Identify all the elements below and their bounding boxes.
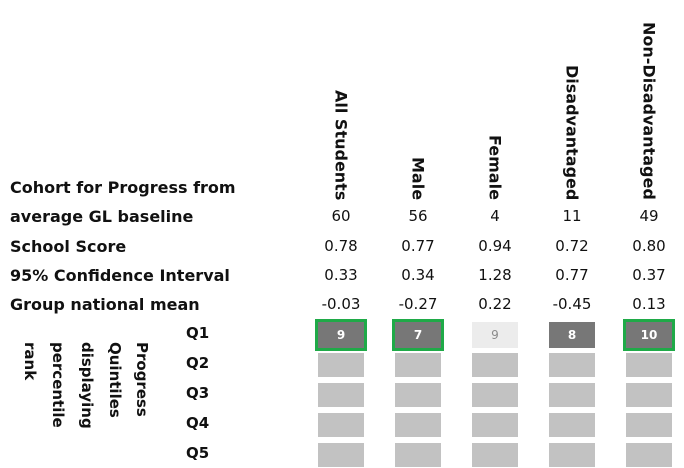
quintile-box-male-q3 — [395, 383, 441, 407]
cell-ci-nondis: 0.37 — [632, 266, 666, 284]
cell-mean-male: -0.27 — [398, 295, 438, 313]
cell-score-male: 0.77 — [401, 237, 435, 255]
column-header-label: All Students — [331, 89, 351, 200]
quintile-box-female-q3 — [472, 383, 518, 407]
quintile-label-q5: Q5 — [186, 444, 210, 462]
quintile-box-dis-q2 — [549, 353, 595, 377]
cell-ci-female: 1.28 — [478, 266, 512, 284]
cell-mean-female: 0.22 — [478, 295, 512, 313]
cell-cohort-dis: 11 — [562, 207, 582, 225]
column-header-dis: Disadvantaged — [552, 8, 592, 200]
cell-ci-male: 0.34 — [401, 266, 435, 284]
rank-box-female: 9 — [472, 322, 518, 348]
quintile-label-q1: Q1 — [186, 324, 210, 342]
cell-ci-all: 0.33 — [324, 266, 358, 284]
column-header-label: Non-Disadvantaged — [639, 22, 659, 200]
quintile-label-q4: Q4 — [186, 414, 210, 432]
row-label-national-mean: Group national mean — [10, 295, 200, 314]
rank-box-all: 9 — [315, 319, 367, 351]
cell-mean-nondis: 0.13 — [632, 295, 666, 313]
quintile-box-male-q5 — [395, 443, 441, 467]
cell-score-all: 0.78 — [324, 237, 358, 255]
column-header-male: Male — [398, 8, 438, 200]
cell-score-female: 0.94 — [478, 237, 512, 255]
row-label-cohort-2: average GL baseline — [10, 207, 194, 226]
quintile-box-all-q3 — [318, 383, 364, 407]
quintile-box-male-q2 — [395, 353, 441, 377]
column-header-label: Female — [485, 135, 505, 200]
quintile-box-nondis-q4 — [626, 413, 672, 437]
cell-mean-all: -0.03 — [321, 295, 361, 313]
cell-score-dis: 0.72 — [555, 237, 589, 255]
quintile-box-all-q5 — [318, 443, 364, 467]
cell-cohort-nondis: 49 — [639, 207, 659, 225]
quintile-box-female-q2 — [472, 353, 518, 377]
quintile-label-q3: Q3 — [186, 384, 210, 402]
side-label-word: displaying — [78, 342, 96, 429]
column-header-label: Disadvantaged — [562, 64, 582, 200]
quintile-box-nondis-q2 — [626, 353, 672, 377]
rank-box-dis: 8 — [549, 322, 595, 348]
side-label-word: Quintiles — [106, 342, 124, 418]
rank-box-male: 7 — [392, 319, 444, 351]
quintile-box-male-q4 — [395, 413, 441, 437]
row-label-confidence-interval: 95% Confidence Interval — [10, 266, 230, 285]
column-header-label: Male — [408, 156, 428, 200]
quintile-box-nondis-q5 — [626, 443, 672, 467]
quintile-box-dis-q4 — [549, 413, 595, 437]
quintile-box-all-q2 — [318, 353, 364, 377]
column-header-nondis: Non-Disadvantaged — [629, 8, 669, 200]
cell-score-nondis: 0.80 — [632, 237, 666, 255]
cell-cohort-female: 4 — [490, 207, 500, 225]
row-label-school-score: School Score — [10, 237, 127, 256]
rank-box-nondis: 10 — [623, 319, 675, 351]
column-header-all: All Students — [321, 8, 361, 200]
side-label-word: percentile — [49, 342, 67, 428]
cell-cohort-male: 56 — [408, 207, 428, 225]
quintile-box-dis-q3 — [549, 383, 595, 407]
quintile-box-all-q4 — [318, 413, 364, 437]
side-label-word: rank — [21, 342, 39, 381]
cell-mean-dis: -0.45 — [552, 295, 592, 313]
quintile-box-female-q5 — [472, 443, 518, 467]
side-label-word: Progress — [133, 342, 151, 417]
cell-ci-dis: 0.77 — [555, 266, 589, 284]
quintile-label-q2: Q2 — [186, 354, 210, 372]
row-label-cohort-1: Cohort for Progress from — [10, 178, 236, 197]
column-header-female: Female — [475, 8, 515, 200]
quintile-box-nondis-q3 — [626, 383, 672, 407]
quintile-box-dis-q5 — [549, 443, 595, 467]
quintile-box-female-q4 — [472, 413, 518, 437]
cell-cohort-all: 60 — [331, 207, 351, 225]
